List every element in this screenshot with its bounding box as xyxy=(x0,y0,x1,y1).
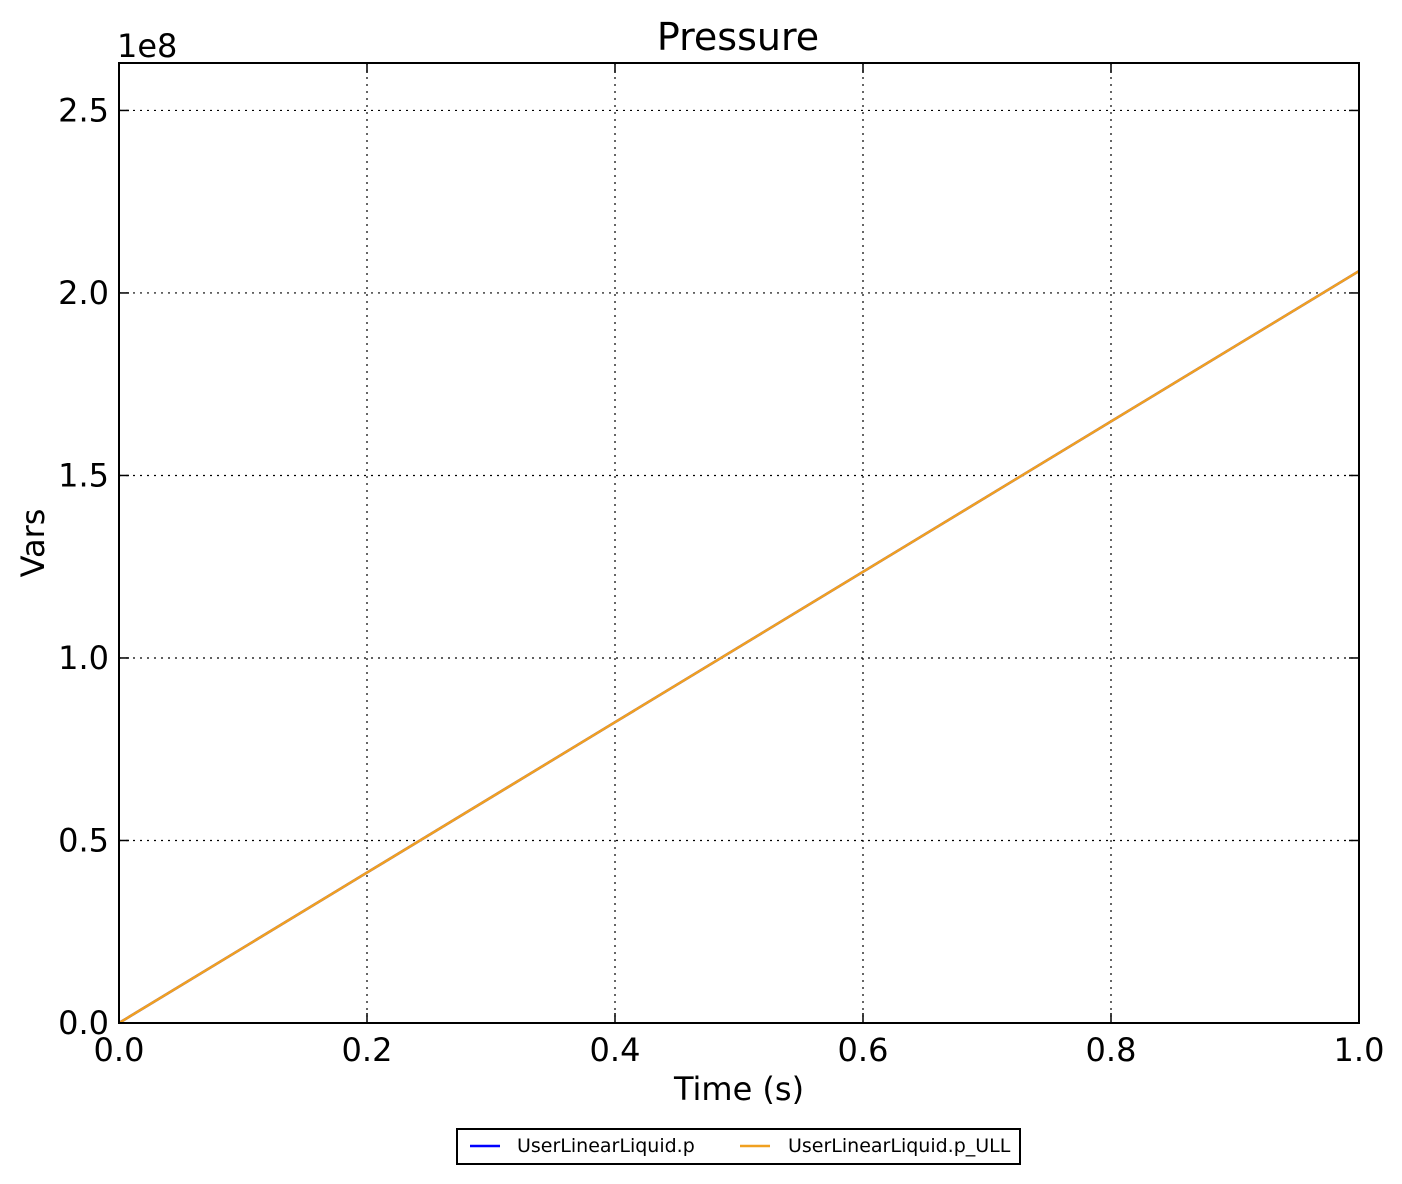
series-lines xyxy=(118,269,1360,1025)
series-line-2 xyxy=(118,269,1360,1025)
legend-frame xyxy=(456,1128,1021,1165)
y-tick-label: 1.0 xyxy=(58,639,109,677)
y-tick-label: 2.5 xyxy=(58,91,109,129)
y-tick-label: 2.0 xyxy=(58,274,109,312)
chart-title: Pressure xyxy=(657,15,819,59)
y-offset-label: 1e8 xyxy=(117,27,177,65)
y-axis-title: Vars xyxy=(14,509,52,578)
x-axis-title: Time (s) xyxy=(673,1070,804,1108)
x-tick-label: 1.0 xyxy=(1334,1031,1385,1069)
tick-labels: 0.0 0.2 0.4 0.6 0.8 1.0 0.0 0.5 1.0 1.5 2.0 2.5 xyxy=(58,91,1384,1069)
x-tick-label: 0.6 xyxy=(838,1031,889,1069)
legend-label-series-1: UserLinearLiquid.p xyxy=(517,1135,695,1157)
x-tick-label: 0.2 xyxy=(342,1031,393,1069)
ticks xyxy=(118,63,1360,1024)
legend-label-series-2: UserLinearLiquid.p_ULL xyxy=(788,1135,1011,1157)
x-tick-label: 0.8 xyxy=(1086,1031,1137,1069)
y-tick-label: 0.0 xyxy=(58,1004,109,1042)
x-tick-label: 0.0 xyxy=(94,1031,145,1069)
plot-frame xyxy=(118,62,1360,1024)
x-tick-label: 0.4 xyxy=(590,1031,641,1069)
plot-area xyxy=(119,63,1359,1023)
y-tick-label: 0.5 xyxy=(58,821,109,859)
y-tick-label: 1.5 xyxy=(58,456,109,494)
legend: UserLinearLiquid.p UserLinearLiquid.p_UL… xyxy=(456,1128,1021,1165)
